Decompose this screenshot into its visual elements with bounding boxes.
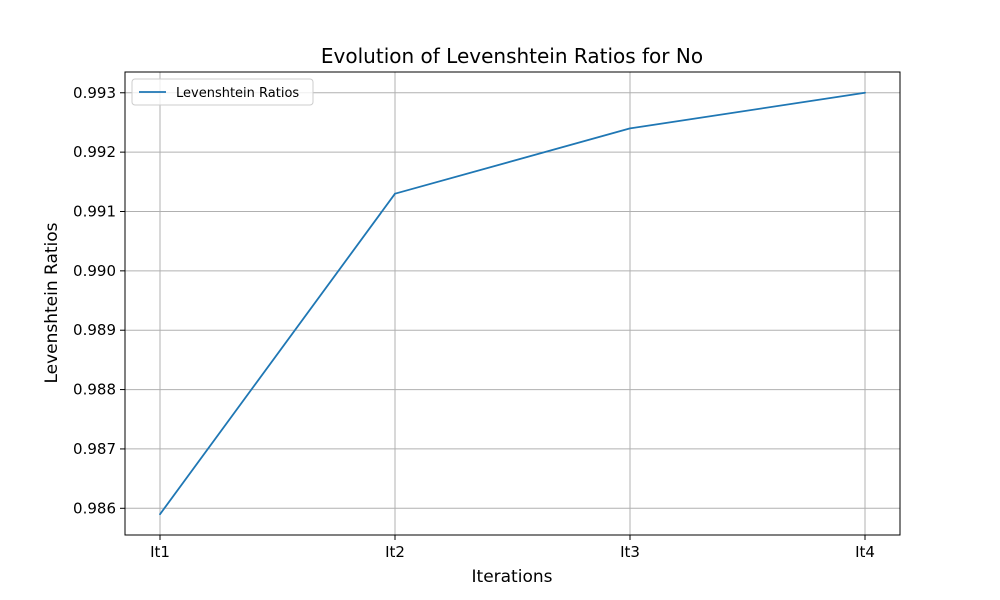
y-axis-label: Levenshtein Ratios <box>42 222 62 383</box>
legend-box <box>131 78 314 106</box>
y-tick-label: 0.987 <box>73 440 116 458</box>
data-point <box>159 513 161 516</box>
y-tick-label: 0.993 <box>73 84 116 102</box>
x-tick-label: It2 <box>385 543 405 561</box>
y-tick-label: 0.992 <box>73 143 116 161</box>
y-tick-label: 0.990 <box>73 262 116 280</box>
chart-title: Evolution of Levenshtein Ratios for No <box>321 44 703 68</box>
y-tick-label: 0.988 <box>73 381 116 399</box>
data-point <box>864 91 866 94</box>
plot-frame <box>124 71 901 536</box>
y-tick-label: 0.989 <box>73 321 116 339</box>
x-tick-label: It4 <box>855 543 875 561</box>
y-tick-label: 0.986 <box>73 499 116 517</box>
data-point <box>394 192 396 195</box>
grid-lines <box>125 72 900 535</box>
x-axis-label: Iterations <box>472 567 553 587</box>
x-tick-label: It1 <box>150 543 170 561</box>
data-point <box>629 127 631 130</box>
legend-label: Levenshtein Ratios <box>176 86 299 101</box>
y-tick-label: 0.991 <box>73 202 116 220</box>
series-layer <box>159 91 866 516</box>
legend: Levenshtein Ratios <box>131 78 314 106</box>
series-line <box>159 91 866 515</box>
x-tick-label: It3 <box>620 543 640 561</box>
y-axis-ticks: 0.986 0.987 0.988 0.989 0.990 0.991 0.992 0.993 <box>73 84 125 517</box>
x-axis-ticks: It1 It2 It3 It4 <box>150 535 875 561</box>
